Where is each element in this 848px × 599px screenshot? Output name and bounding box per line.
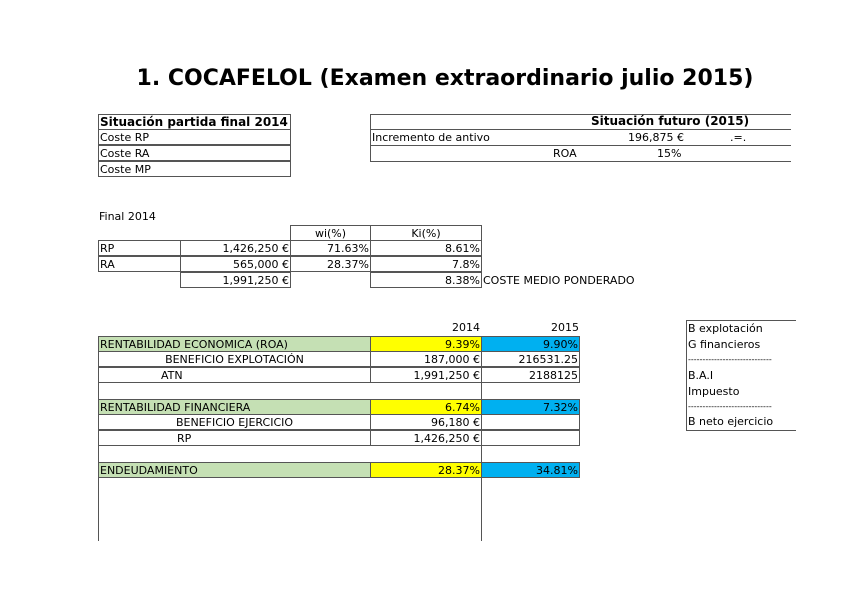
rp-amount[interactable]: 1,426,250 € [180,240,291,256]
coste-medio-ponderado-label: COSTE MEDIO PONDERADO [483,274,635,287]
ra-wi[interactable]: 28.37% [290,256,371,272]
beneficio-ejercicio-label: BENEFICIO EJERCICIO [98,414,371,430]
rf-2014[interactable]: 6.74% [370,399,482,415]
rp-row-label: RP [98,240,181,256]
coste-ra-label[interactable]: Coste RA [98,145,291,161]
total-ki[interactable]: 8.38% [370,272,482,288]
rp-ratio-2014[interactable]: 1,426,250 € [370,430,482,446]
coste-rp-label[interactable]: Coste RP [98,129,291,145]
separator-line: ----------------------------- [688,402,772,411]
atn-label: ATN [98,367,371,383]
incremento-activo-value[interactable]: 196,875 € [628,131,684,144]
roa-2015[interactable]: 9.90% [481,336,580,352]
roa-label: ROA [553,147,577,160]
beneficio-explotacion-2014[interactable]: 187,000 € [370,351,482,367]
bai-label: B.A.I [688,369,714,382]
page-title: 1. COCAFELOL (Examen extraordinario juli… [136,66,754,91]
impuesto-label: Impuesto [688,385,740,398]
g-financieros-label: G financieros [688,338,761,351]
rp-ratio-2015[interactable] [481,430,580,446]
rf-2015[interactable]: 7.32% [481,399,580,415]
ra-ki[interactable]: 7.8% [370,256,482,272]
rp-ratio-label: RP [98,430,371,446]
rp-ki[interactable]: 8.61% [370,240,482,256]
coste-mp-label[interactable]: Coste MP [98,161,291,177]
b-explotacion-label: B explotación [688,322,763,335]
col-2015-header: 2015 [551,321,579,334]
incremento-note: .=. [730,131,747,144]
rf-row-label: RENTABILIDAD FINANCIERA [98,399,371,415]
beneficio-explotacion-2015[interactable]: 216531.25 [481,351,580,367]
ra-row-label: RA [98,256,181,272]
beneficio-ejercicio-2015[interactable] [481,414,580,430]
endeudamiento-2015[interactable]: 34.81% [481,462,580,478]
atn-2014[interactable]: 1,991,250 € [370,367,482,383]
beneficio-ejercicio-2014[interactable]: 96,180 € [370,414,482,430]
roa-value[interactable]: 15% [657,147,682,160]
final-2014-label: Final 2014 [99,210,156,223]
separator-line: ----------------------------- [688,355,772,364]
incremento-activo-label: Incremento de antivo [372,131,490,144]
roa-2014[interactable]: 9.39% [370,336,482,352]
beneficio-explotacion-label: BENEFICIO EXPLOTACIÓN [98,351,371,367]
col-ki-header: Ki(%) [370,225,482,241]
total-amount[interactable]: 1,991,250 € [180,272,291,288]
col-2014-header: 2014 [452,321,480,334]
roa-row-label: RENTABILIDAD ECONOMICA (ROA) [98,336,371,352]
endeudamiento-label: ENDEUDAMIENTO [98,462,371,478]
rp-wi[interactable]: 71.63% [290,240,371,256]
situacion-futuro-header: Situación futuro (2015) [591,114,750,128]
endeudamiento-2014[interactable]: 28.37% [370,462,482,478]
col-wi-header: wi(%) [290,225,371,241]
b-neto-ejercicio-label: B neto ejercicio [688,415,774,428]
ra-amount[interactable]: 565,000 € [180,256,291,272]
atn-2015[interactable]: 2188125 [481,367,580,383]
situacion-2014-header: Situación partida final 2014 [98,114,291,130]
